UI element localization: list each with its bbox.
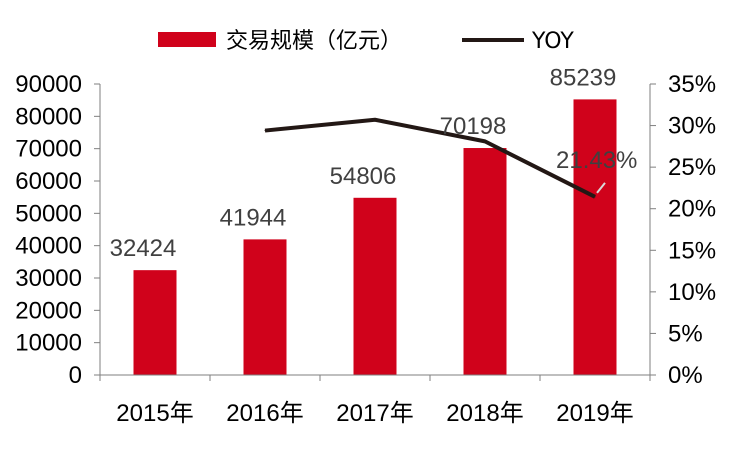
bar (243, 239, 287, 375)
bar-data-label: 54806 (330, 163, 397, 190)
bar-data-label: 41944 (220, 204, 287, 231)
yoy-data-label: 21.43% (556, 147, 637, 174)
right-tick-label: 10% (668, 279, 716, 306)
right-tick-label: 20% (668, 196, 716, 223)
bar (573, 99, 617, 376)
right-tick-label: 5% (668, 320, 703, 347)
bar (463, 148, 507, 375)
left-tick-label: 30000 (15, 265, 82, 292)
left-tick-label: 20000 (15, 297, 82, 324)
x-tick-label: 2019年 (556, 400, 633, 427)
left-tick-label: 10000 (15, 330, 82, 357)
yoy-point (264, 130, 266, 132)
right-tick-label: 0% (668, 362, 703, 389)
left-tick-label: 50000 (15, 200, 82, 227)
x-tick-label: 2018年 (446, 400, 523, 427)
x-axis: 2015年 2016年 2017年 2018年 2019年 (99, 374, 651, 427)
left-axis: 0 10000 20000 30000 40000 50000 60000 70000 8000… (15, 71, 101, 389)
bar-data-label: 85239 (550, 64, 617, 91)
x-tick-label: 2017年 (336, 400, 413, 427)
yoy-label-leader (596, 182, 606, 194)
line-series (264, 117, 596, 199)
yoy-point (374, 119, 376, 121)
yoy-point (594, 196, 596, 198)
left-tick-label: 70000 (15, 136, 82, 163)
data-labels: 32424 41944 54806 70198 85239 21.43% (110, 64, 638, 262)
yoy-point (484, 140, 486, 142)
legend-swatch-bar (158, 32, 216, 47)
bar-data-label: 32424 (110, 235, 177, 262)
left-tick-label: 40000 (15, 233, 82, 260)
right-tick-label: 35% (668, 71, 716, 98)
left-tick-label: 80000 (15, 103, 82, 130)
left-tick-label: 0 (69, 362, 82, 389)
x-tick-label: 2016年 (226, 400, 303, 427)
right-tick-label: 15% (668, 237, 716, 264)
x-tick-label: 2015年 (116, 400, 193, 427)
right-axis: 0% 5% 10% 15% 20% 25% 30% 35% (649, 71, 716, 389)
legend-label-line: YOY (531, 29, 574, 54)
left-tick-label: 60000 (15, 168, 82, 195)
right-tick-label: 25% (668, 154, 716, 181)
right-tick-label: 30% (668, 113, 716, 140)
bar (353, 197, 397, 375)
legend-label-bar: 交易规模（亿元） (226, 29, 402, 54)
bar-series (133, 99, 617, 376)
yoy-line (264, 117, 596, 199)
left-tick-label: 90000 (15, 71, 82, 98)
legend: 交易规模（亿元） YOY (158, 29, 574, 54)
bar (133, 270, 177, 375)
bar-data-label: 70198 (440, 113, 507, 140)
